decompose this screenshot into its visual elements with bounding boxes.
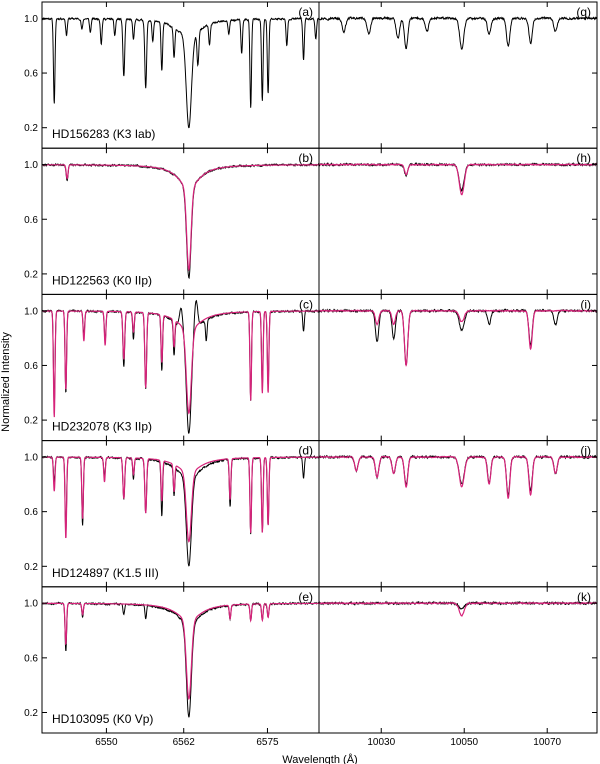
left-panel-plot: [42, 299, 319, 435]
panel-label-left: (c): [299, 297, 313, 311]
y-tick-label: 0.6: [24, 653, 38, 664]
left-panel-plot: [42, 162, 319, 279]
observed-spectrum-left: [42, 299, 319, 435]
x-tick-label: 6562: [173, 737, 196, 748]
model-spectrum-left: [42, 456, 319, 543]
observed-spectrum-left: [42, 16, 319, 129]
observed-spectrum-right: [319, 15, 597, 50]
model-spectrum-left: [42, 602, 319, 700]
x-tick-label: 6575: [256, 737, 279, 748]
panel-label-right: (i): [580, 297, 591, 311]
right-panel-plot: [319, 15, 597, 50]
star-label: HD156283 (K3 Iab): [52, 127, 155, 141]
panel-label-left: (d): [298, 444, 313, 458]
observed-spectrum-right: [319, 454, 597, 497]
y-axis-label: Normalized Intensity: [0, 332, 12, 432]
y-tick-label: 0.2: [24, 416, 38, 427]
panel-label-right: (g): [576, 5, 591, 19]
y-tick-label: 1.0: [24, 160, 38, 171]
x-tick-label: 10030: [367, 737, 395, 748]
left-panel-plot: [42, 16, 319, 129]
model-spectrum-right: [319, 309, 597, 367]
right-panel-plot: [319, 162, 597, 196]
y-tick-label: 0.2: [24, 269, 38, 280]
y-tick-label: 0.6: [24, 361, 38, 372]
star-label: HD232078 (K3 IIp): [52, 420, 152, 434]
y-tick-label: 0.2: [24, 562, 38, 573]
y-tick-label: 0.6: [24, 507, 38, 518]
panel-row: 1.0 0.6 0.2 6550 6562 6575 10030 10050 10070 (e) (…: [24, 586, 598, 748]
x-tick-label: 10050: [450, 737, 478, 748]
right-panel-frame: [318, 147, 598, 295]
model-spectrum-right: [319, 163, 597, 196]
panel-label-left: (b): [298, 151, 313, 165]
left-panel-plot: [42, 455, 319, 567]
panel-label-left: (a): [298, 5, 313, 19]
model-spectrum-right: [319, 455, 597, 499]
panel-row: 1.0 0.6 0.2 (b) (h) HD122563 (K0 IIp): [24, 147, 598, 295]
panel-label-right: (j): [580, 444, 591, 458]
panel-grid: 1.0 0.6 0.2 (a) (g) HD156283 (K3 Iab) 1.0 0.6 0.…: [24, 1, 598, 748]
panel-label-right: (h): [576, 151, 591, 165]
y-tick-label: 0.2: [24, 123, 38, 134]
panel-label-left: (e): [298, 590, 313, 604]
star-label: HD122563 (K0 IIp): [52, 273, 152, 287]
star-label: HD124897 (K1.5 III): [52, 566, 159, 580]
y-tick-label: 1.0: [24, 14, 38, 25]
panel-row: 1.0 0.6 0.2 (a) (g) HD156283 (K3 Iab): [24, 1, 598, 149]
panel-row: 1.0 0.6 0.2 (d) (j) HD124897 (K1.5 III): [24, 440, 598, 588]
y-tick-label: 1.0: [24, 452, 38, 463]
panel-row: 1.0 0.6 0.2 (c) (i) HD232078 (K3 IIp): [24, 293, 598, 442]
y-tick-label: 0.2: [24, 708, 38, 719]
model-spectrum-left: [42, 164, 319, 272]
left-panel-plot: [42, 601, 319, 718]
model-spectrum-right: [319, 601, 597, 617]
panel-label-right: (k): [577, 590, 591, 604]
y-tick-label: 1.0: [24, 306, 38, 317]
right-panel-frame: [318, 440, 598, 588]
right-panel-plot: [319, 308, 597, 367]
model-spectrum-left: [42, 310, 319, 418]
right-panel-plot: [319, 454, 597, 499]
observed-spectrum-left: [42, 601, 319, 718]
observed-spectrum-right: [319, 308, 597, 366]
x-axis-label: Wavelength (Å): [282, 753, 357, 764]
y-tick-label: 1.0: [24, 599, 38, 610]
star-label: HD103095 (K0 Vp): [52, 712, 153, 726]
y-tick-label: 0.6: [24, 69, 38, 80]
right-panel-plot: [319, 600, 597, 617]
right-panel-frame: [318, 586, 598, 734]
x-tick-label: 6550: [95, 737, 118, 748]
y-tick-label: 0.6: [24, 215, 38, 226]
x-tick-label: 10070: [533, 737, 561, 748]
